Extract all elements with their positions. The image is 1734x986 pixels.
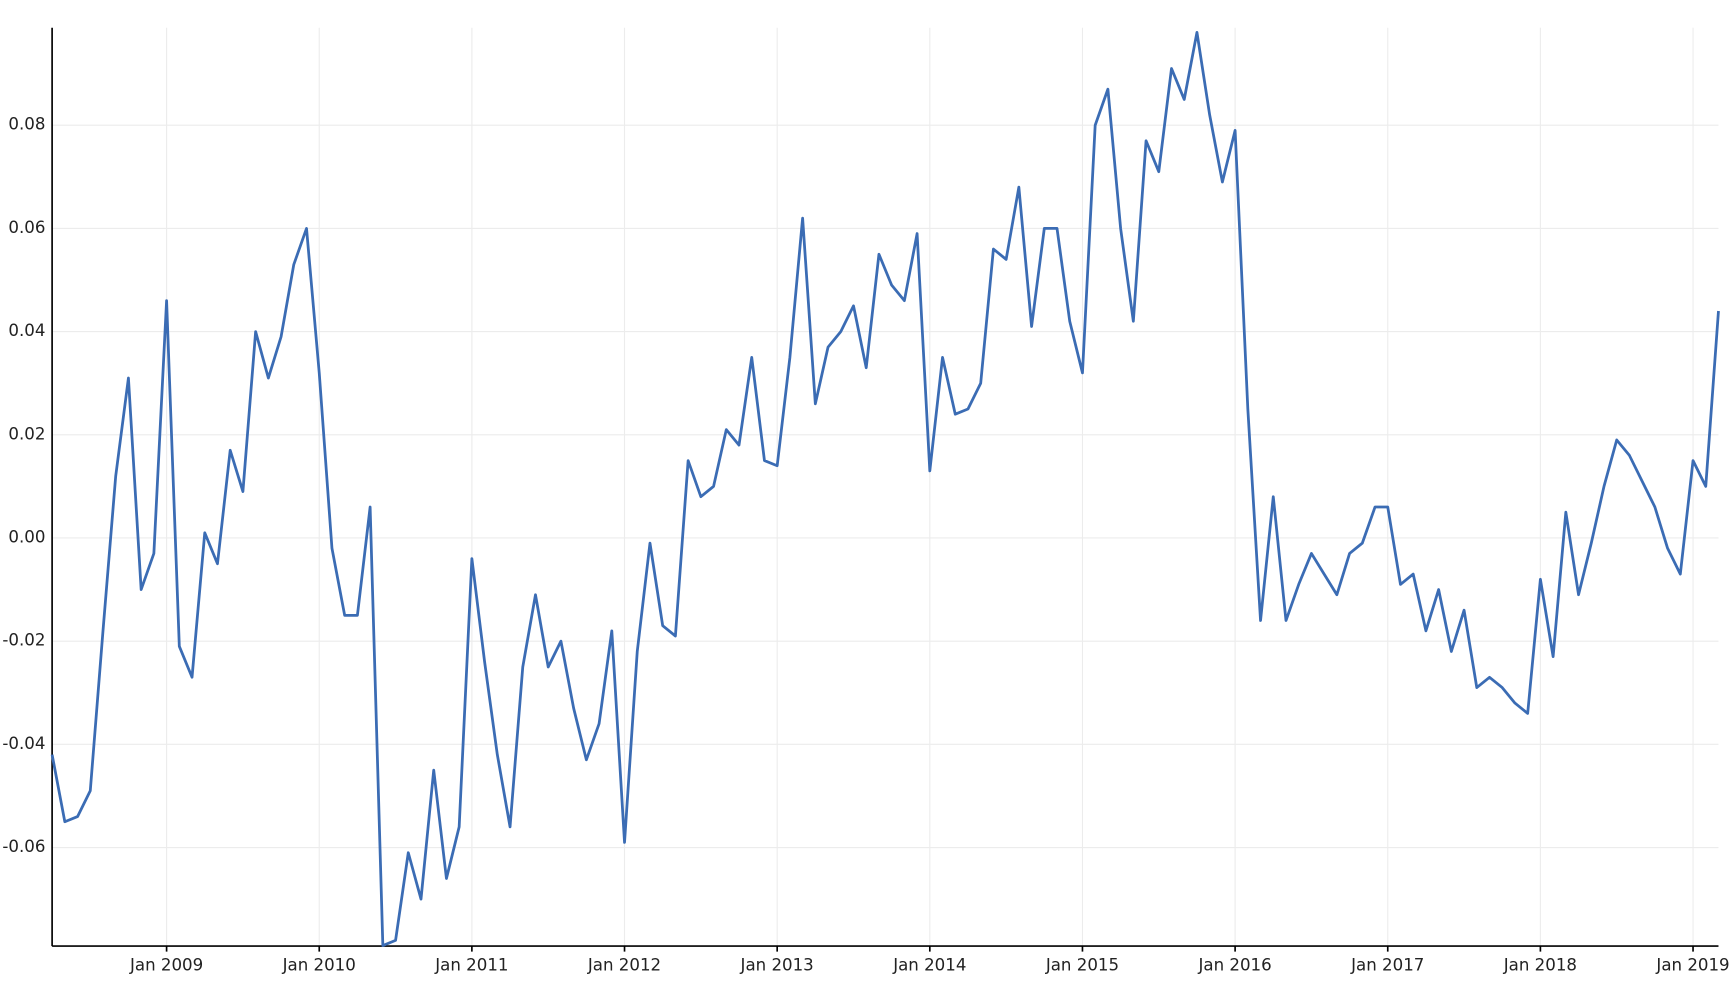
x-tick-label: Jan 2013 bbox=[740, 956, 814, 975]
x-tick-label: Jan 2018 bbox=[1503, 956, 1577, 975]
x-tick-label: Jan 2017 bbox=[1350, 956, 1424, 975]
y-tick-label: -0.06 bbox=[2, 837, 45, 856]
x-tick-label: Jan 2019 bbox=[1655, 956, 1729, 975]
y-tick-label: -0.04 bbox=[2, 734, 45, 753]
y-tick-label: -0.02 bbox=[2, 631, 45, 650]
x-tick-label: Jan 2010 bbox=[282, 956, 356, 975]
x-tick-label: Jan 2012 bbox=[587, 956, 661, 975]
x-tick-label: Jan 2011 bbox=[434, 956, 508, 975]
x-tick-label: Jan 2015 bbox=[1045, 956, 1119, 975]
y-tick-label: 0.08 bbox=[8, 115, 45, 134]
x-tick-label: Jan 2009 bbox=[129, 956, 203, 975]
y-tick-label: 0.02 bbox=[8, 424, 45, 443]
y-tick-label: 0.04 bbox=[8, 321, 45, 340]
x-tick-label: Jan 2016 bbox=[1197, 956, 1271, 975]
y-tick-label: 0.00 bbox=[8, 527, 45, 546]
y-tick-label: 0.06 bbox=[8, 218, 45, 237]
x-tick-label: Jan 2014 bbox=[892, 956, 966, 975]
series-line bbox=[50, 30, 1720, 947]
